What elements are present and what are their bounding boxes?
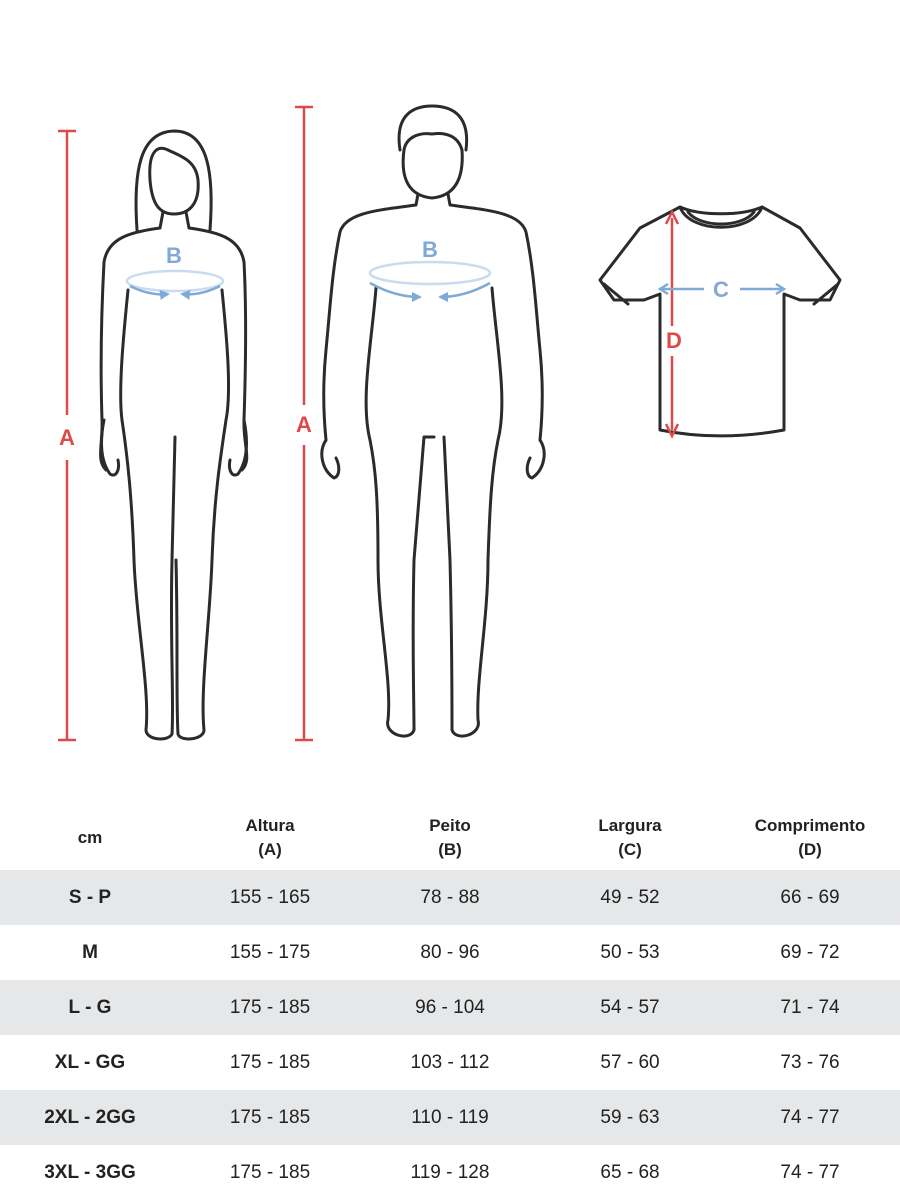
- height-cell: 155 - 175: [229, 941, 311, 963]
- man-chest-label: B: [422, 237, 438, 262]
- tshirt-width-label: C: [713, 277, 729, 302]
- length-cell: 69 - 72: [780, 941, 840, 963]
- header-code: (A): [258, 840, 282, 859]
- table-row: XL - GG 175 - 185 103 - 112 57 - 60 73 -…: [0, 1035, 900, 1090]
- table-header-row: cm Altura (A) Peito (B) Largura (C) Comprim…: [0, 806, 900, 870]
- header-width: Largura (C): [540, 806, 720, 870]
- table-row: M 155 - 175 80 - 96 50 - 53 69 - 72: [0, 925, 900, 980]
- woman-height-label: A: [59, 425, 75, 450]
- header-chest: Peito (B): [360, 806, 540, 870]
- height-cell: 175 - 185: [180, 1090, 360, 1145]
- man-height-label: A: [296, 412, 312, 437]
- table-row: 2XL - 2GG 175 - 185 110 - 119 59 - 63 74…: [0, 1090, 900, 1145]
- chest-cell: 119 - 128: [410, 1161, 490, 1183]
- width-cell: 59 - 63: [540, 1090, 720, 1145]
- header-code: (B): [438, 840, 462, 859]
- tshirt-icon: D C: [598, 205, 842, 439]
- height-cell: 175 - 185: [229, 1051, 311, 1073]
- width-cell: 57 - 60: [600, 1051, 660, 1073]
- chest-cell: 78 - 88: [360, 870, 540, 925]
- width-cell: 54 - 57: [540, 980, 720, 1035]
- tshirt-length-label: D: [666, 328, 682, 353]
- height-cell: 155 - 165: [180, 870, 360, 925]
- size-cell: 3XL - 3GG: [44, 1161, 136, 1183]
- header-code: (D): [798, 840, 822, 859]
- size-cell: 2XL - 2GG: [0, 1090, 180, 1145]
- header-label: Peito: [429, 816, 471, 835]
- header-label: cm: [77, 828, 103, 847]
- header-label: Comprimento: [754, 816, 866, 835]
- width-cell: 49 - 52: [540, 870, 720, 925]
- header-label: Altura: [245, 816, 295, 835]
- length-cell: 71 - 74: [720, 980, 900, 1035]
- height-cell: 175 - 185: [180, 980, 360, 1035]
- woman-chest-label: B: [166, 243, 182, 268]
- chest-cell: 110 - 119: [360, 1090, 540, 1145]
- table-row: 3XL - 3GG 175 - 185 119 - 128 65 - 68 74…: [0, 1145, 900, 1200]
- size-chart-table: cm Altura (A) Peito (B) Largura (C) Comprim…: [0, 806, 900, 1200]
- height-cell: 175 - 185: [229, 1161, 311, 1183]
- header-code: (C): [618, 840, 642, 859]
- header-height: Altura (A): [180, 806, 360, 870]
- size-cell: S - P: [0, 870, 180, 925]
- size-cell: M: [82, 941, 98, 963]
- measurement-figures: A B A B: [58, 104, 842, 742]
- length-cell: 73 - 76: [780, 1051, 840, 1073]
- length-cell: 66 - 69: [720, 870, 900, 925]
- header-label: Largura: [598, 816, 662, 835]
- size-cell: L - G: [0, 980, 180, 1035]
- size-cell: XL - GG: [54, 1051, 126, 1073]
- width-cell: 65 - 68: [600, 1161, 660, 1183]
- header-unit: cm: [0, 806, 180, 870]
- chest-cell: 80 - 96: [420, 941, 480, 963]
- figures-illustration: A B A B: [58, 104, 842, 742]
- length-cell: 74 - 77: [720, 1090, 900, 1145]
- table-row: L - G 175 - 185 96 - 104 54 - 57 71 - 74: [0, 980, 900, 1035]
- woman-height-marker: A: [58, 129, 76, 742]
- man-figure-icon: B: [320, 104, 546, 738]
- man-height-marker: A: [295, 105, 313, 742]
- chest-cell: 103 - 112: [410, 1051, 490, 1073]
- woman-figure-icon: B: [99, 129, 249, 741]
- width-cell: 50 - 53: [600, 941, 660, 963]
- table-row: S - P 155 - 165 78 - 88 49 - 52 66 - 69: [0, 870, 900, 925]
- header-length: Comprimento (D): [720, 806, 900, 870]
- chest-cell: 96 - 104: [360, 980, 540, 1035]
- length-cell: 74 - 77: [780, 1161, 840, 1183]
